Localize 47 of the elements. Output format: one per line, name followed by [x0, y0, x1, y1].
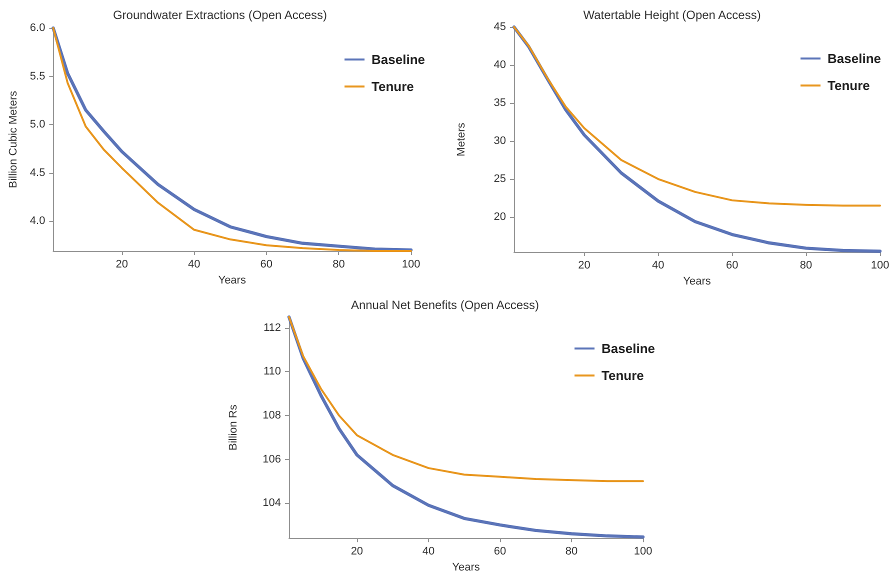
chart-title: Watertable Height (Open Access): [583, 8, 761, 22]
x-tick-label: 100: [870, 260, 890, 272]
x-tick-label: 100: [402, 258, 420, 270]
y-tick-label: 106: [262, 453, 281, 466]
y-tick-label: 4.5: [30, 166, 46, 179]
x-tick-label: 60: [494, 546, 506, 558]
x-tick-label: 60: [726, 260, 738, 272]
line-series: [513, 26, 881, 207]
y-tick-label: 25: [494, 173, 506, 186]
x-tick-label: 20: [578, 260, 590, 272]
legend-label: Tenure: [372, 79, 414, 94]
legend-label: Baseline: [372, 52, 426, 67]
y-tick-label: 30: [494, 135, 506, 148]
y-tick-label: 35: [494, 97, 506, 110]
y-axis-title: Billion Cubic Meters: [8, 90, 20, 188]
x-tick-label: 40: [652, 260, 664, 272]
y-tick-label: 110: [263, 366, 281, 378]
x-tick-label: 40: [188, 258, 200, 270]
x-tick-label: 80: [565, 546, 578, 558]
y-tick-label: 5.0: [30, 118, 46, 131]
y-axis-title: Billion Rs: [228, 404, 240, 450]
chart-title: Annual Net Benefits (Open Access): [350, 298, 540, 312]
legend-label: Tenure: [602, 368, 644, 383]
x-axis-title: Years: [683, 275, 712, 288]
y-tick-label: 112: [263, 322, 281, 334]
y-tick-label: 45: [494, 21, 506, 33]
chart-title: Groundwater Extractions (Open Access): [112, 8, 328, 22]
x-tick-label: 40: [422, 546, 435, 558]
legend-label: Tenure: [828, 78, 870, 93]
y-tick-label: 40: [494, 59, 506, 72]
legend-label: Baseline: [828, 51, 882, 66]
x-tick-label: 80: [332, 258, 345, 270]
x-tick-label: 20: [116, 258, 128, 270]
y-tick-label: 20: [494, 211, 506, 224]
x-tick-label: 60: [260, 258, 273, 270]
x-axis-title: Years: [452, 562, 480, 574]
y-tick-label: 5.5: [30, 70, 46, 82]
y-tick-label: 4.0: [30, 215, 46, 228]
x-tick-label: 100: [634, 546, 652, 558]
y-axis-title: Meters: [456, 122, 468, 156]
x-tick-label: 20: [350, 546, 364, 558]
x-tick-label: 80: [800, 260, 812, 272]
x-axis-title: Years: [218, 274, 246, 286]
y-tick-label: 108: [262, 410, 281, 422]
y-tick-label: 104: [262, 497, 281, 510]
y-tick-label: 6.0: [30, 22, 46, 34]
legend-label: Baseline: [602, 341, 656, 356]
